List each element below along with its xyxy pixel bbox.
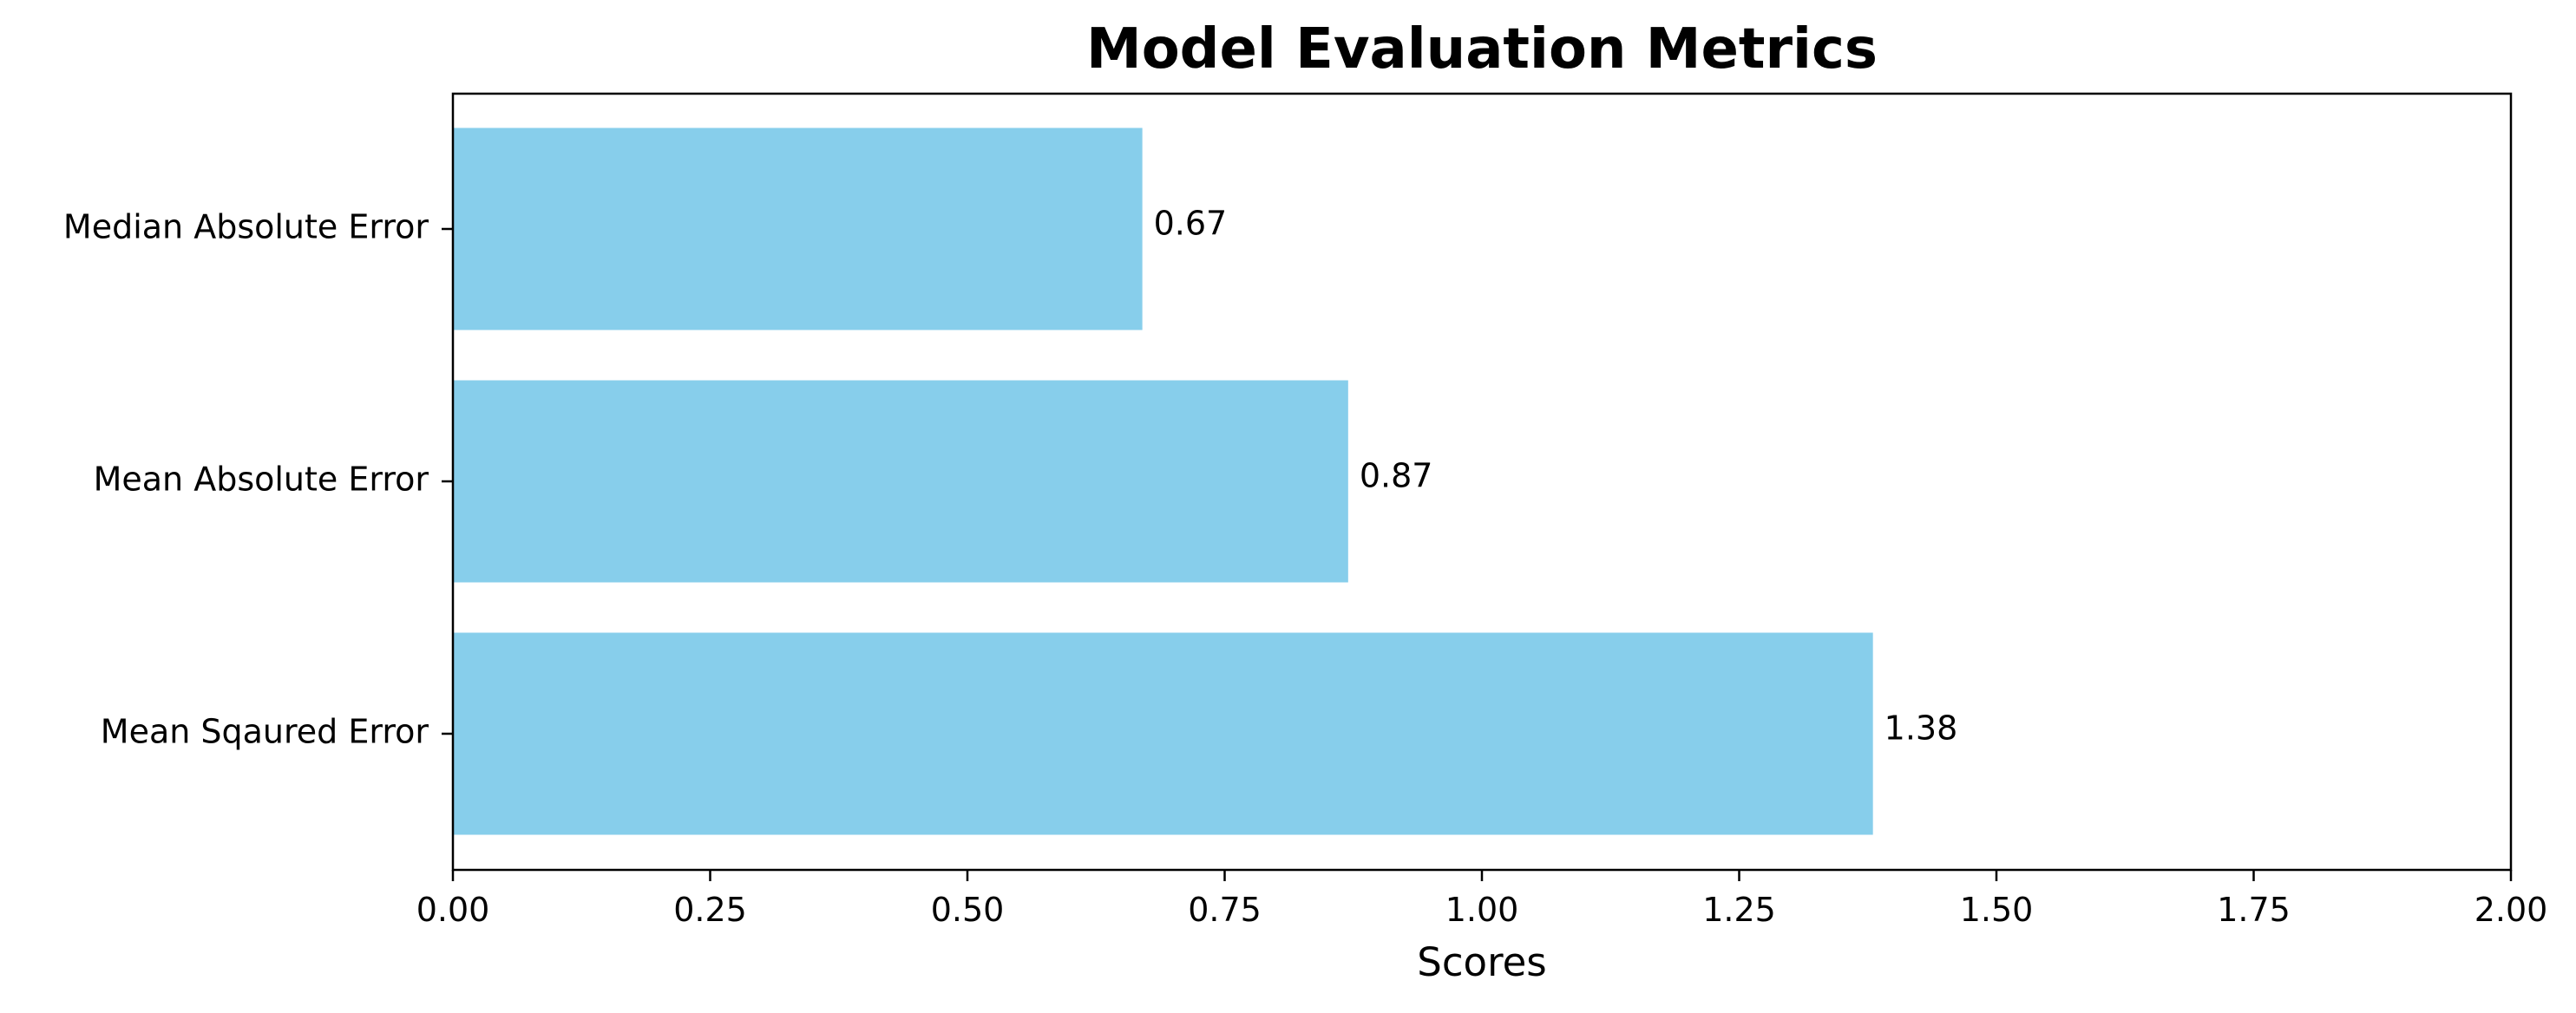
x-tick-label: 0.75 bbox=[1188, 891, 1262, 929]
x-tick-label: 1.50 bbox=[1960, 891, 2034, 929]
bar-mean-sqaured-error bbox=[453, 632, 1873, 835]
bars-layer bbox=[453, 127, 1873, 835]
x-tick-label: 0.00 bbox=[416, 891, 490, 929]
x-tick-label: 1.00 bbox=[1445, 891, 1519, 929]
y-axis: Mean Sqaured Error Mean Absolute Error Med… bbox=[63, 208, 453, 751]
bar-value-label: 0.67 bbox=[1154, 205, 1228, 243]
y-tick-label: Median Absolute Error bbox=[63, 208, 429, 246]
bar-mean-absolute-error bbox=[453, 380, 1348, 583]
bar-value-label: 0.87 bbox=[1360, 457, 1433, 495]
x-tick-label: 1.25 bbox=[1702, 891, 1776, 929]
bar-value-label: 1.38 bbox=[1884, 709, 1958, 748]
chart-title: Model Evaluation Metrics bbox=[1086, 17, 1878, 82]
x-tick-label: 2.00 bbox=[2474, 891, 2548, 929]
x-tick-label: 0.50 bbox=[931, 891, 1005, 929]
x-tick-label: 1.75 bbox=[2217, 891, 2291, 929]
x-tick-label: 0.25 bbox=[673, 891, 747, 929]
y-tick-label: Mean Sqaured Error bbox=[101, 713, 429, 751]
y-tick-label: Mean Absolute Error bbox=[94, 461, 429, 499]
value-labels-layer: 1.38 0.87 0.67 bbox=[1154, 205, 1958, 748]
bar-median-absolute-error bbox=[453, 127, 1143, 330]
x-axis: 0.00 0.25 0.50 0.75 1.00 1.25 1.50 1.75 2.00 bbox=[416, 870, 2548, 929]
x-axis-label: Scores bbox=[1417, 939, 1546, 985]
